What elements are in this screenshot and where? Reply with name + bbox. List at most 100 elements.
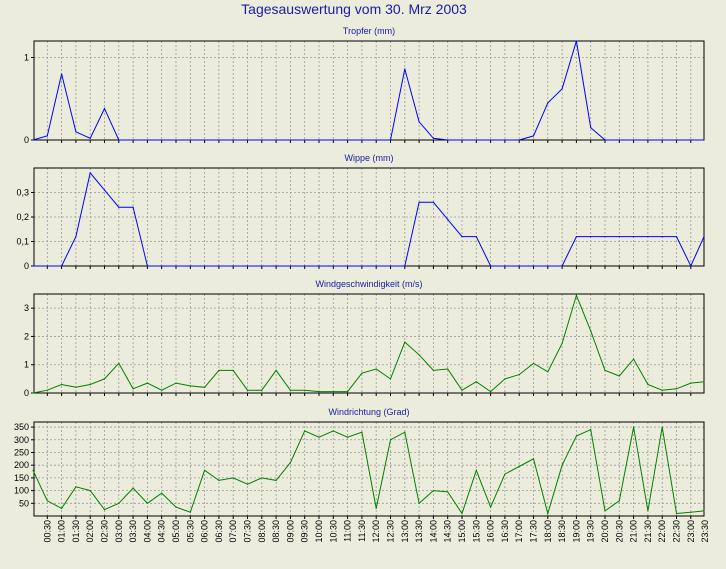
x-axis-labels: 00:30 01:00 01:30 02:00 02:30 03:00 03:30 04:00… <box>42 520 710 543</box>
x-tick-label: 13:30 <box>414 520 424 543</box>
data-point <box>604 369 606 371</box>
data-point <box>361 139 363 141</box>
data-point <box>32 392 34 394</box>
x-tick-label: 07:00 <box>228 520 238 543</box>
data-point <box>347 436 349 438</box>
x-tick-label: 18:00 <box>543 520 553 543</box>
data-point <box>361 265 363 267</box>
data-point <box>432 137 434 139</box>
data-point <box>332 430 334 432</box>
data-point <box>518 265 520 267</box>
data-point <box>675 139 678 141</box>
data-point <box>161 139 163 141</box>
x-tick-label: 01:00 <box>57 520 67 543</box>
data-point <box>61 507 63 509</box>
data-point <box>490 139 492 141</box>
data-point <box>547 371 549 373</box>
data-point <box>304 139 306 141</box>
chart-panel-1: Tropfer (mm) 0 1 <box>24 26 705 145</box>
x-tick-label: 10:00 <box>314 520 324 543</box>
data-point <box>633 236 635 238</box>
data-point <box>389 139 392 141</box>
data-point <box>361 372 363 374</box>
data-point <box>703 236 705 238</box>
data-point <box>633 426 635 428</box>
data-point <box>103 378 106 380</box>
data-point <box>132 487 134 489</box>
data-point <box>375 507 377 509</box>
data-point <box>89 172 91 174</box>
panel-title: Windrichtung (Grad) <box>328 407 409 417</box>
data-point <box>461 389 463 391</box>
data-point <box>447 139 449 141</box>
y-tick-label: 350 <box>14 422 29 432</box>
x-tick-label: 06:00 <box>200 520 210 543</box>
data-point <box>189 139 191 141</box>
data-point <box>175 382 177 384</box>
x-tick-label: 04:30 <box>157 520 167 543</box>
data-point <box>61 73 63 75</box>
data-point <box>604 236 606 238</box>
data-point <box>61 383 63 386</box>
y-tick-label: 1 <box>24 360 29 370</box>
y-tick-label: 0 <box>24 388 29 398</box>
data-point <box>661 389 663 391</box>
data-point <box>275 139 277 141</box>
data-point <box>590 236 592 238</box>
data-point <box>432 369 434 371</box>
data-point <box>89 490 91 492</box>
data-point <box>703 139 705 141</box>
x-tick-label: 04:00 <box>142 520 152 543</box>
data-point <box>618 500 620 502</box>
x-tick-label: 05:00 <box>171 520 181 543</box>
x-tick-label: 16:30 <box>500 520 510 543</box>
data-point <box>675 236 678 238</box>
data-point <box>375 368 377 370</box>
plot-area <box>34 41 704 140</box>
series-line <box>33 171 705 268</box>
data-point <box>246 265 249 267</box>
data-point <box>418 354 420 356</box>
data-point <box>246 483 249 485</box>
data-point <box>232 369 234 371</box>
data-point <box>647 383 649 386</box>
data-point <box>61 265 63 267</box>
data-point <box>703 510 705 512</box>
data-point <box>389 265 392 267</box>
data-point <box>275 369 277 371</box>
data-point <box>332 391 334 393</box>
data-point <box>475 139 477 141</box>
data-point <box>161 492 163 494</box>
data-point <box>89 383 91 386</box>
y-tick-label: 0 <box>24 261 29 271</box>
data-point <box>532 362 535 364</box>
data-point <box>404 341 406 343</box>
data-point <box>404 68 406 70</box>
data-point <box>389 378 392 380</box>
data-point <box>118 502 120 504</box>
data-point <box>146 502 148 504</box>
x-tick-label: 03:00 <box>114 520 124 543</box>
data-point <box>118 362 120 364</box>
data-point <box>461 139 463 141</box>
x-tick-label: 16:00 <box>486 520 496 543</box>
data-point <box>75 131 77 133</box>
data-point <box>690 265 692 267</box>
data-point <box>146 139 148 141</box>
x-tick-label: 03:30 <box>128 520 138 543</box>
data-point <box>490 391 492 393</box>
data-point <box>46 135 48 137</box>
y-tick-label: 1 <box>24 53 29 63</box>
data-point <box>590 429 592 431</box>
data-point <box>375 265 377 267</box>
data-point <box>32 265 34 267</box>
data-point <box>347 391 349 393</box>
y-tick-label: 250 <box>14 447 29 457</box>
x-tick-label: 19:00 <box>571 520 581 543</box>
data-point <box>447 491 449 493</box>
data-point <box>232 139 234 141</box>
data-point <box>475 469 477 471</box>
data-point <box>332 139 334 141</box>
data-point <box>161 265 163 267</box>
y-tick-label: 0,3 <box>16 188 29 198</box>
